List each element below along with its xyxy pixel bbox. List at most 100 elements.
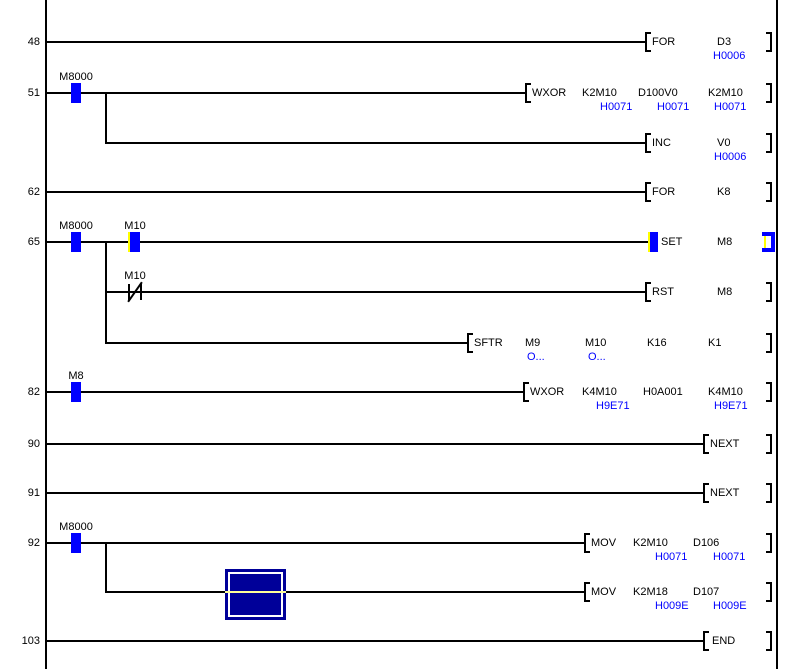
instruction-inc[interactable]: INC V0 H0006: [641, 131, 784, 169]
instruction-operand: K4M10: [582, 386, 617, 398]
contact-m8000[interactable]: M8000: [44, 216, 108, 260]
right-power-rail: [776, 0, 778, 669]
instruction-next[interactable]: NEXT: [699, 432, 784, 470]
branch-vertical-wire: [105, 543, 107, 593]
instruction-name: MOV: [591, 586, 617, 598]
close-bracket: [766, 483, 772, 503]
instruction-operand: D100V0: [638, 87, 678, 99]
instruction-set[interactable]: SET M8: [644, 230, 780, 268]
operand-value: H0071: [714, 101, 747, 113]
instruction-name: FOR: [652, 186, 676, 198]
instruction-for[interactable]: FOR K8: [641, 180, 784, 218]
instruction-name: MOV: [591, 537, 617, 549]
instruction-name: WXOR: [530, 386, 565, 398]
rung-wire: [45, 391, 523, 393]
rung-wire: [106, 591, 584, 593]
rung-wire: [45, 41, 645, 43]
instruction-name: RST: [652, 286, 674, 298]
open-bracket: [645, 133, 651, 153]
close-bracket: [766, 83, 772, 103]
contact-m10[interactable]: M10: [103, 266, 167, 310]
close-bracket: [766, 32, 772, 52]
close-bracket: [766, 282, 772, 302]
branch-vertical-wire: [105, 93, 107, 144]
instruction-name: NEXT: [710, 487, 740, 499]
contact-label: M10: [124, 270, 146, 282]
instruction-operand: M9: [525, 337, 541, 349]
contact-nc-bar-right: [140, 284, 142, 300]
instruction-name: END: [712, 635, 736, 647]
instruction-sftr[interactable]: SFTR M9 O... M10 O... K16 K1: [463, 331, 784, 369]
close-bracket-top-bar: [762, 232, 775, 236]
instruction-operand: K2M10: [633, 537, 668, 549]
operand-value: H9E71: [714, 400, 748, 412]
instruction-name: SET: [661, 236, 683, 248]
open-bracket: [467, 333, 473, 353]
instruction-mov[interactable]: MOV K2M18 H009E D107 H009E: [580, 580, 784, 618]
close-bracket: [766, 533, 772, 553]
contact-m8000[interactable]: M8000: [44, 517, 108, 561]
instruction-operand: K16: [647, 337, 667, 349]
contact-on-symbol: [130, 232, 140, 252]
close-bracket: [766, 582, 772, 602]
operand-value: H0071: [655, 551, 688, 563]
close-bracket-highlight: [764, 236, 766, 248]
selection-cursor-frame: [228, 572, 283, 617]
instruction-end[interactable]: END: [699, 629, 784, 667]
rung-step-number: 103: [21, 635, 40, 647]
contact-on-symbol: [71, 232, 81, 252]
operand-value: H0071: [713, 551, 746, 563]
instruction-operand: V0: [717, 137, 731, 149]
selection-cursor[interactable]: [225, 569, 286, 620]
contact-label: M8000: [59, 521, 93, 533]
contact-m8[interactable]: M8: [44, 366, 108, 410]
contact-m8000[interactable]: M8000: [44, 67, 108, 111]
instruction-operand: M10: [585, 337, 607, 349]
instruction-operand: K4M10: [708, 386, 743, 398]
open-bracket: [584, 533, 590, 553]
close-bracket: [766, 434, 772, 454]
rung-wire: [45, 241, 648, 243]
rung-wire: [45, 443, 703, 445]
close-bracket: [766, 631, 772, 651]
contact-m10[interactable]: M10: [103, 216, 167, 260]
instruction-rst[interactable]: RST M8: [641, 280, 784, 318]
rung-wire: [45, 542, 584, 544]
instruction-operand: D107: [693, 586, 720, 598]
operand-value: H009E: [655, 600, 689, 612]
operand-value: H009E: [713, 600, 747, 612]
rung-wire: [106, 342, 467, 344]
contact-label: M8000: [59, 220, 93, 232]
rung-step-number: 91: [27, 487, 40, 499]
open-bracket: [703, 483, 709, 503]
instruction-name: INC: [652, 137, 671, 149]
instruction-operand: K2M10: [708, 87, 743, 99]
operand-value: H9E71: [596, 400, 630, 412]
operand-value: O...: [588, 351, 606, 363]
rung-step-number: 82: [27, 386, 40, 398]
contact-on-symbol: [71, 382, 81, 402]
contact-label: M10: [124, 220, 146, 232]
rung-wire: [45, 492, 703, 494]
instruction-for[interactable]: FOR D3 H0006: [641, 30, 784, 68]
instruction-operand: K2M18: [633, 586, 668, 598]
close-bracket: [766, 133, 772, 153]
instruction-name: SFTR: [474, 337, 503, 349]
contact-on-symbol: [71, 83, 81, 103]
instruction-wxor[interactable]: WXOR K4M10 H9E71 H0A001 K4M10 H9E71: [519, 380, 784, 418]
rung-step-number: 62: [27, 186, 40, 198]
contact-highlight-edge: [128, 232, 130, 252]
instruction-mov[interactable]: MOV K2M10 H0071 D106 H0071: [580, 531, 784, 569]
left-power-rail: [45, 0, 47, 669]
close-bracket: [766, 333, 772, 353]
rung-step-number: 65: [27, 236, 40, 248]
close-bracket: [766, 382, 772, 402]
instruction-operand: D3: [717, 36, 732, 48]
contact-label: M8000: [59, 71, 93, 83]
instruction-operand: K2M10: [582, 87, 617, 99]
instruction-next[interactable]: NEXT: [699, 481, 784, 519]
rung-step-number: 90: [27, 438, 40, 450]
instruction-wxor[interactable]: WXOR K2M10 H0071 D100V0 H0071 K2M10 H0071: [521, 81, 784, 119]
close-bracket-bottom-bar: [762, 248, 775, 252]
